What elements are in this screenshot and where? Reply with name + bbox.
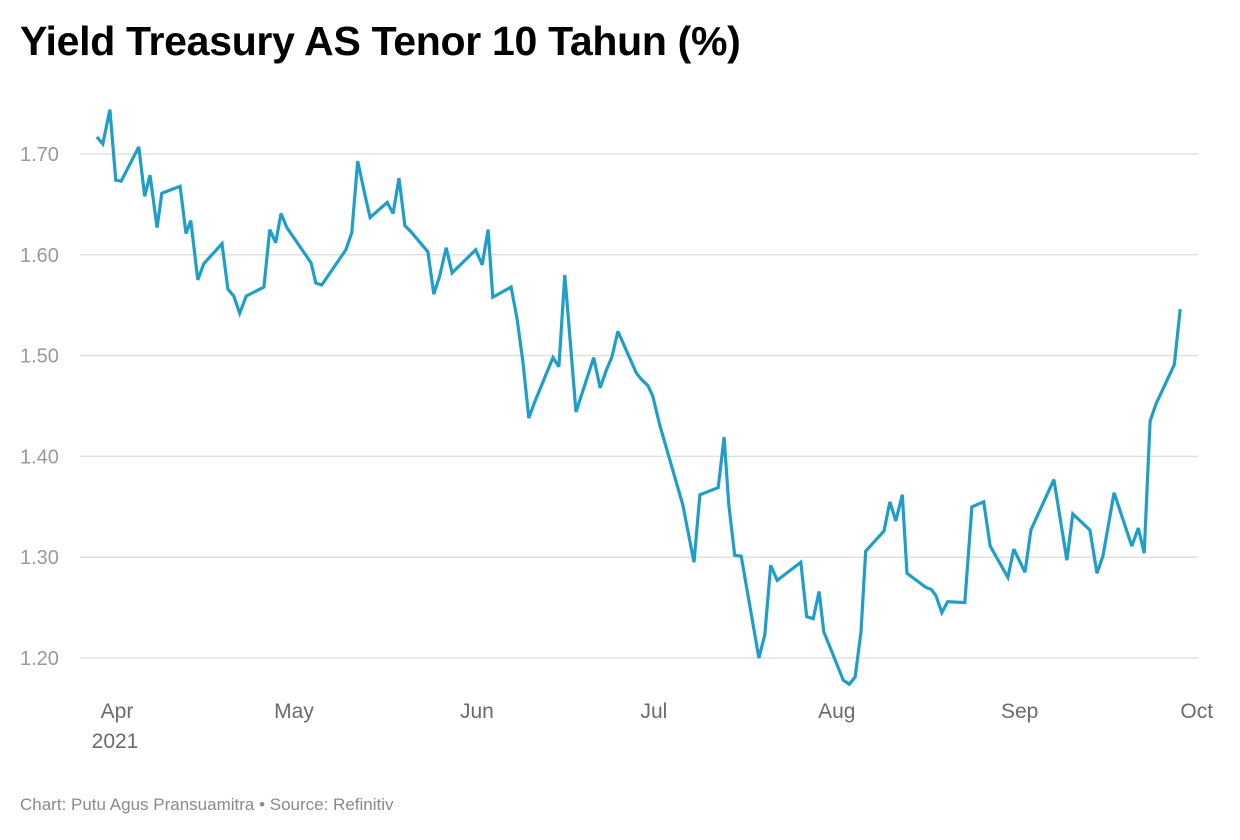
- y-axis: 1.70 1.60 1.50 1.40 1.30 1.20: [20, 144, 59, 670]
- chart-title: Yield Treasury AS Tenor 10 Tahun (%): [20, 18, 741, 64]
- x-tick-label: Jul: [640, 700, 667, 723]
- x-tick-label: Apr: [101, 700, 134, 723]
- x-tick-label: Jun: [460, 700, 494, 723]
- x-tick-label: Sep: [1001, 700, 1038, 723]
- gridlines: [80, 153, 1198, 659]
- chart-credit: Chart: Putu Agus Pransuamitra • Source: …: [20, 795, 394, 814]
- series-lines: [95, 109, 1182, 687]
- x-tick-label: May: [274, 700, 314, 723]
- x-tick-sublabel: 2021: [92, 730, 139, 753]
- y-tick-label: 1.20: [20, 648, 59, 670]
- y-tick-label: 1.70: [20, 144, 59, 166]
- y-tick-label: 1.50: [20, 346, 59, 368]
- x-tick-label: Aug: [818, 700, 855, 723]
- x-axis: Apr 2021 May Jun Jul Aug Sep Oct: [92, 700, 1214, 753]
- y-tick-label: 1.30: [20, 547, 59, 569]
- y-tick-label: 1.60: [20, 245, 59, 267]
- x-tick-label: Oct: [1180, 700, 1213, 723]
- y-tick-label: 1.40: [20, 446, 59, 468]
- series-line: [95, 109, 1182, 687]
